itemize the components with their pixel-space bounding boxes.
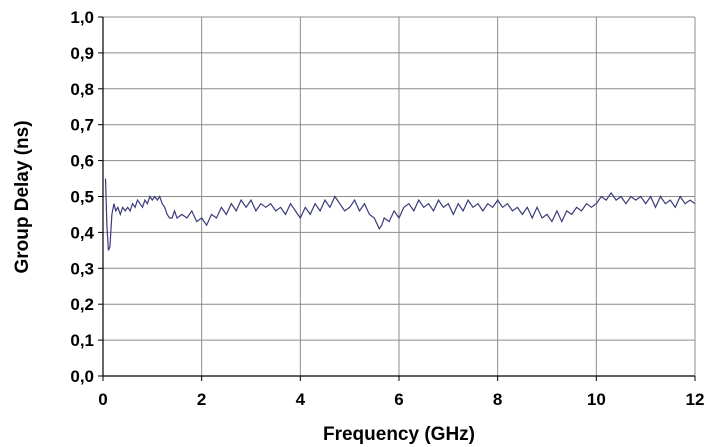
x-tick-label: 2 — [197, 390, 206, 409]
x-tick-label: 8 — [493, 390, 502, 409]
y-tick-label: 0,7 — [70, 116, 94, 135]
y-tick-label: 0,5 — [70, 188, 94, 207]
x-tick-label: 10 — [587, 390, 606, 409]
x-tick-label: 4 — [296, 390, 306, 409]
y-tick-label: 0,0 — [70, 367, 94, 386]
y-tick-label: 0,2 — [70, 295, 94, 314]
y-tick-label: 0,9 — [70, 44, 94, 63]
y-tick-label: 0,8 — [70, 80, 94, 99]
y-tick-label: 0,4 — [70, 223, 94, 242]
y-tick-label: 0,6 — [70, 152, 94, 171]
y-tick-label: 0,3 — [70, 259, 94, 278]
y-tick-labels: 0,0 0,1 0,2 0,3 0,4 0,5 0,6 0,7 0,8 0,9 1,0 — [70, 8, 94, 386]
x-tick-label: 6 — [394, 390, 403, 409]
x-tick-labels: 0 2 4 6 8 10 12 — [98, 390, 704, 409]
axes — [98, 16, 696, 381]
y-tick-label: 1,0 — [70, 8, 94, 27]
y-tick-label: 0,1 — [70, 331, 94, 350]
x-tick-label: 0 — [98, 390, 107, 409]
x-tick-label: 12 — [686, 390, 705, 409]
x-axis-title: Frequency (GHz) — [323, 424, 475, 445]
series-line — [104, 178, 696, 251]
y-axis-title: Group Delay (ns) — [12, 120, 33, 273]
grid-lines — [102, 16, 696, 377]
